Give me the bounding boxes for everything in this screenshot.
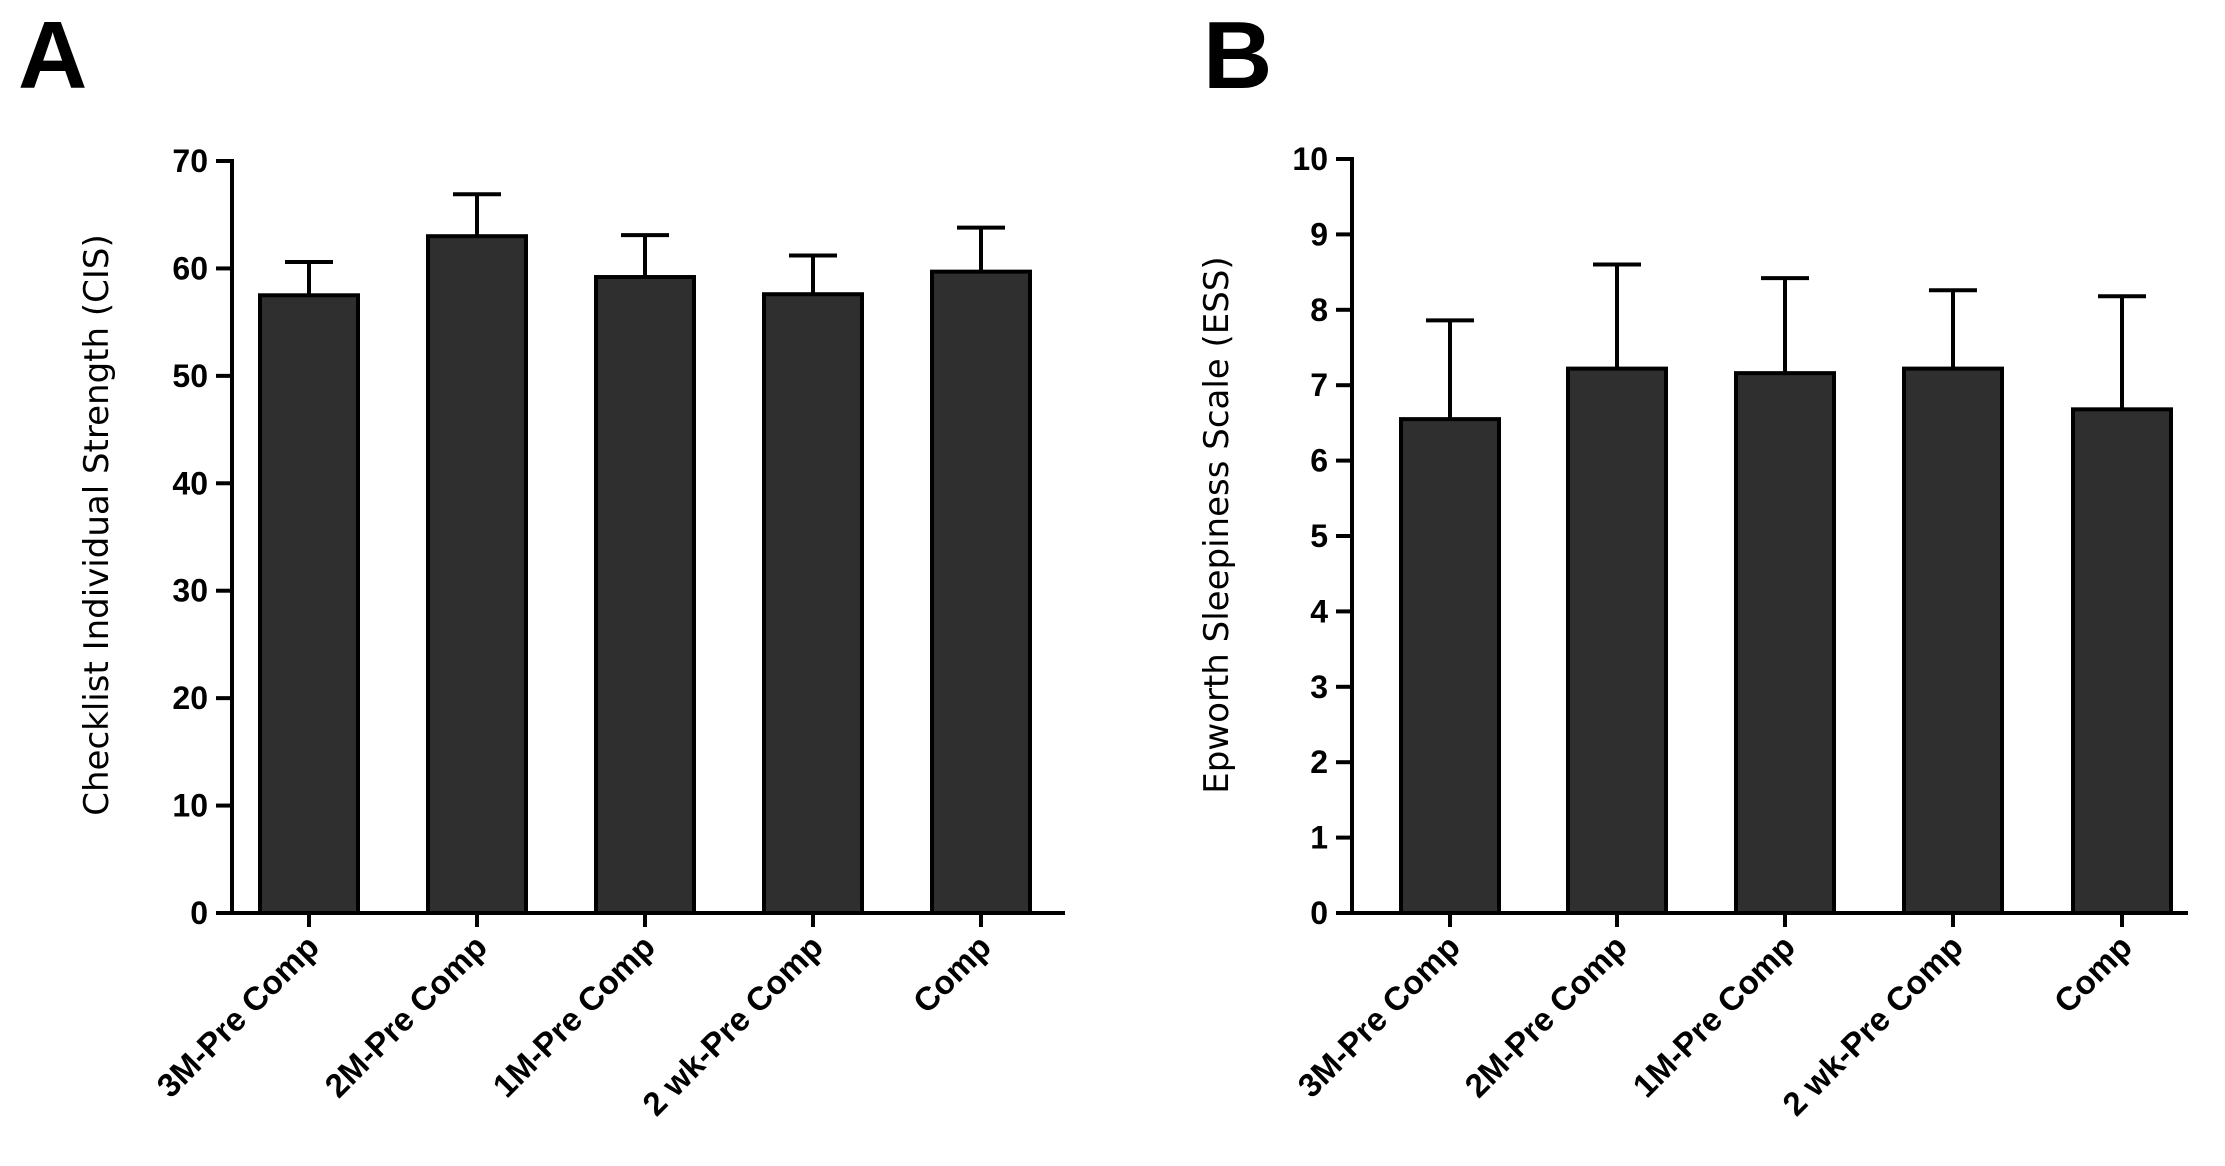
panel-label-b: B bbox=[1203, 2, 1272, 109]
y-tick-label-b-2: 2 bbox=[1310, 744, 1328, 780]
x-tick-label-a-3: 1M-Pre Comp bbox=[485, 928, 662, 1105]
y-tick-label-b-0: 0 bbox=[1310, 895, 1328, 931]
bar-a-2 bbox=[426, 234, 528, 915]
y-tick-label-b-9: 9 bbox=[1310, 216, 1328, 252]
panel-b: B Epworth Sleepiness Scale (ESS) 0 1 2 3 4 5 6… bbox=[1197, 2, 2188, 1123]
bar-a-5 bbox=[930, 269, 1032, 915]
bar-a-3 bbox=[594, 275, 696, 916]
x-tick-label-b-1: 3M-Pre Comp bbox=[1290, 928, 1467, 1105]
bar-b-4 bbox=[1902, 366, 2004, 915]
y-axis-label-a: Checklist Individual Strength (CIS) bbox=[77, 234, 117, 816]
y-tick-label-a-20: 20 bbox=[172, 680, 208, 716]
x-tick-label-a-2: 2M-Pre Comp bbox=[317, 928, 494, 1105]
y-axis-label-b: Epworth Sleepiness Scale (ESS) bbox=[1197, 256, 1237, 793]
x-tick-label-b-3: 1M-Pre Comp bbox=[1625, 928, 1802, 1105]
y-tick-label-a-10: 10 bbox=[172, 788, 208, 824]
y-tick-label-b-3: 3 bbox=[1310, 669, 1328, 705]
x-tick-label-b-5: Comp bbox=[2047, 928, 2139, 1020]
x-tick-label-a-1: 3M-Pre Comp bbox=[149, 928, 326, 1105]
y-tick-label-b-4: 4 bbox=[1310, 593, 1328, 629]
x-tick-label-b-2: 2M-Pre Comp bbox=[1457, 928, 1634, 1105]
bars-b bbox=[1399, 366, 2173, 915]
y-tick-label-a-40: 40 bbox=[172, 465, 208, 501]
bars-a bbox=[258, 234, 1032, 916]
bar-b-3 bbox=[1734, 371, 1836, 915]
bar-b-2 bbox=[1566, 366, 1668, 915]
y-ticks-a: 0 10 20 30 40 50 60 70 bbox=[172, 143, 232, 931]
y-tick-label-b-8: 8 bbox=[1310, 292, 1328, 328]
y-tick-label-b-7: 7 bbox=[1310, 367, 1328, 403]
y-tick-label-a-70: 70 bbox=[172, 143, 208, 179]
bar-a-4 bbox=[762, 292, 864, 915]
y-ticks-b: 0 1 2 3 4 5 6 7 8 9 10 bbox=[1292, 141, 1352, 931]
y-tick-label-b-1: 1 bbox=[1310, 820, 1328, 856]
y-tick-label-b-10: 10 bbox=[1292, 141, 1328, 177]
error-bars-b bbox=[1426, 262, 2146, 420]
axes-a bbox=[230, 159, 1065, 915]
error-bars-a bbox=[285, 192, 1005, 296]
y-tick-label-a-50: 50 bbox=[172, 358, 208, 394]
y-tick-label-a-60: 60 bbox=[172, 250, 208, 286]
axes-b bbox=[1350, 157, 2188, 915]
x-tick-label-a-4: 2 wk-Pre Comp bbox=[635, 928, 830, 1123]
x-tick-label-b-4: 2 wk-Pre Comp bbox=[1775, 928, 1970, 1123]
bar-a-1 bbox=[258, 293, 360, 915]
panel-a: A Checklist Individual Strength (CIS) 0 1… bbox=[18, 2, 1065, 1123]
bar-b-5 bbox=[2071, 407, 2173, 915]
x-tick-label-a-5: Comp bbox=[906, 928, 998, 1020]
y-tick-label-b-5: 5 bbox=[1310, 518, 1328, 554]
panel-label-a: A bbox=[18, 2, 87, 109]
y-tick-label-b-6: 6 bbox=[1310, 443, 1328, 479]
bar-b-1 bbox=[1399, 417, 1501, 915]
y-tick-label-a-30: 30 bbox=[172, 573, 208, 609]
y-tick-label-a-0: 0 bbox=[190, 895, 208, 931]
